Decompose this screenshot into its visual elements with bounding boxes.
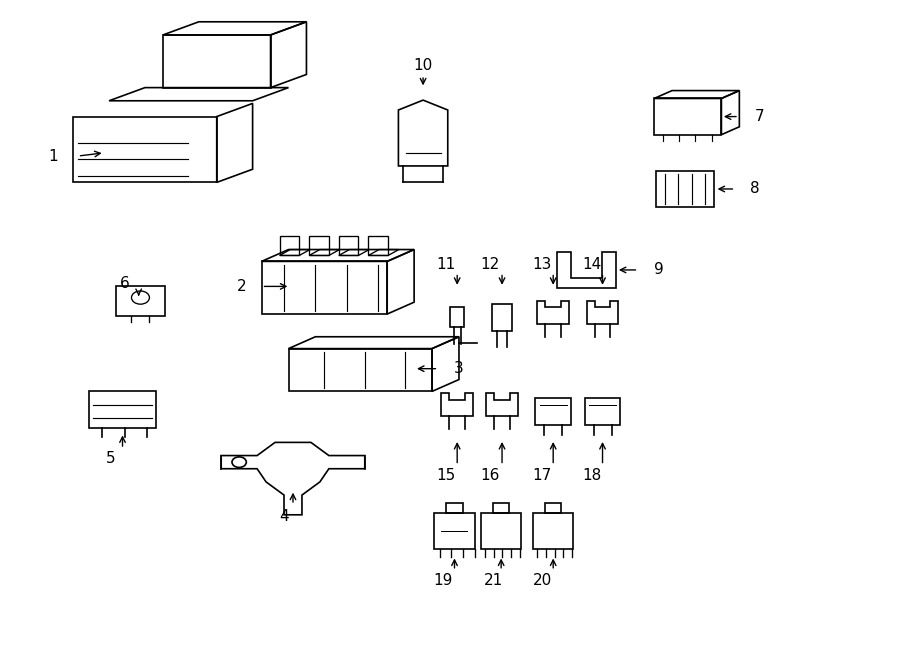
Text: 20: 20: [533, 573, 552, 588]
Text: 13: 13: [533, 257, 552, 272]
Text: 4: 4: [279, 508, 289, 524]
Text: 21: 21: [483, 573, 503, 588]
Text: 14: 14: [582, 257, 601, 272]
Text: 2: 2: [237, 279, 247, 294]
Text: 11: 11: [436, 257, 455, 272]
Text: 1: 1: [49, 149, 58, 163]
Text: 10: 10: [413, 58, 433, 73]
Text: 9: 9: [654, 262, 664, 278]
Text: 19: 19: [433, 573, 453, 588]
Text: 15: 15: [436, 468, 455, 483]
Text: 3: 3: [454, 361, 464, 376]
Text: 5: 5: [106, 451, 116, 467]
Text: 7: 7: [755, 109, 764, 124]
Text: 8: 8: [751, 182, 760, 196]
Text: 6: 6: [121, 276, 130, 291]
Text: 18: 18: [582, 468, 601, 483]
Text: 17: 17: [533, 468, 552, 483]
Text: 16: 16: [481, 468, 500, 483]
Text: 12: 12: [481, 257, 500, 272]
